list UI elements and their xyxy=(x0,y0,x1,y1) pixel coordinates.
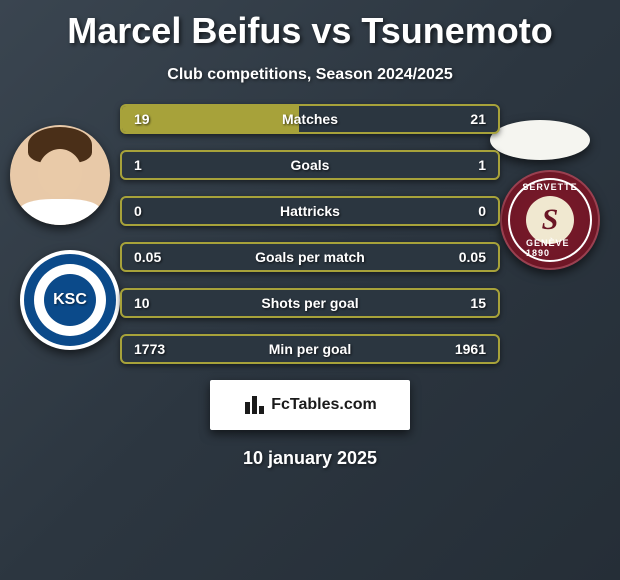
stat-row: 0.05 Goals per match 0.05 xyxy=(120,242,500,272)
stat-label: Hattricks xyxy=(280,203,340,219)
stat-label: Goals per match xyxy=(255,249,365,265)
stat-row: 1 Goals 1 xyxy=(120,150,500,180)
club-left-abbrev: KSC xyxy=(53,291,87,309)
page-title: Marcel Beifus vs Tsunemoto xyxy=(0,0,620,52)
stat-value-left: 19 xyxy=(134,111,150,127)
stat-value-left: 0 xyxy=(134,203,142,219)
stat-value-right: 1961 xyxy=(455,341,486,357)
stat-value-left: 10 xyxy=(134,295,150,311)
stat-value-right: 0.05 xyxy=(459,249,486,265)
stat-label: Shots per goal xyxy=(261,295,358,311)
stat-row: 0 Hattricks 0 xyxy=(120,196,500,226)
stat-value-right: 1 xyxy=(478,157,486,173)
stats-area: 19Matches211Goals10Hattricks00.05Goals p… xyxy=(0,104,620,364)
stat-value-right: 21 xyxy=(470,111,486,127)
stat-value-right: 15 xyxy=(470,295,486,311)
stat-row: 19 Matches 21 xyxy=(120,104,500,134)
stat-value-left: 1 xyxy=(134,157,142,173)
footer-brand-box: FcTables.com xyxy=(210,380,410,430)
bar-chart-icon xyxy=(243,394,265,416)
stat-value-left: 1773 xyxy=(134,341,165,357)
date-text: 10 january 2025 xyxy=(0,448,620,469)
stat-row: 10 Shots per goal 15 xyxy=(120,288,500,318)
stat-label: Goals xyxy=(291,157,330,173)
stat-row: 1773 Min per goal 1961 xyxy=(120,334,500,364)
subtitle: Club competitions, Season 2024/2025 xyxy=(0,66,620,84)
stat-label: Min per goal xyxy=(269,341,351,357)
stat-value-right: 0 xyxy=(478,203,486,219)
footer-brand-text: FcTables.com xyxy=(271,396,377,414)
stat-value-left: 0.05 xyxy=(134,249,161,265)
stat-label: Matches xyxy=(282,111,338,127)
